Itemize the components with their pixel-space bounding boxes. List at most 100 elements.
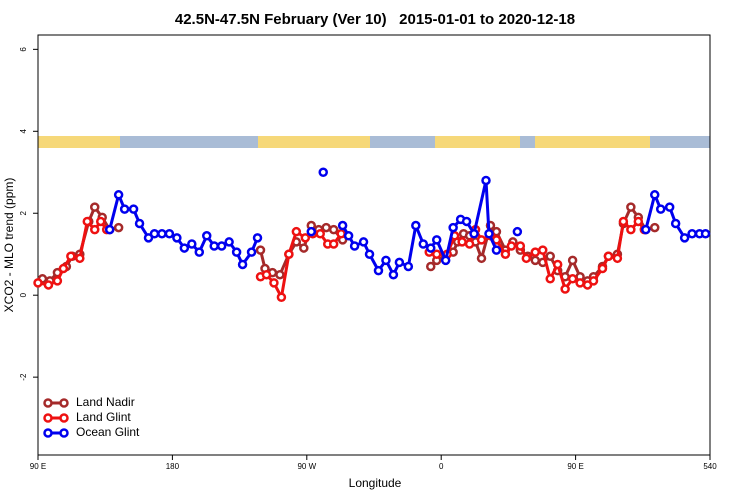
data-point bbox=[440, 255, 451, 266]
x-tick-label: 180 bbox=[166, 462, 180, 471]
data-point bbox=[261, 269, 272, 280]
data-point bbox=[633, 216, 644, 227]
legend-marker bbox=[43, 428, 53, 438]
data-point bbox=[172, 233, 182, 243]
data-point bbox=[403, 261, 414, 272]
data-point bbox=[373, 265, 384, 276]
data-point bbox=[418, 239, 429, 249]
data-point bbox=[328, 239, 339, 249]
legend-label: Land Glint bbox=[76, 410, 131, 424]
data-point bbox=[343, 231, 354, 241]
data-point bbox=[700, 228, 711, 239]
data-point bbox=[318, 167, 328, 178]
data-point bbox=[269, 278, 279, 288]
data-point bbox=[89, 202, 100, 212]
data-point bbox=[82, 216, 93, 227]
data-point bbox=[484, 228, 494, 239]
legend-label: Land Nadir bbox=[76, 395, 135, 409]
data-point bbox=[425, 243, 436, 253]
data-point bbox=[515, 241, 526, 251]
legend-item: Land Glint bbox=[43, 410, 131, 424]
data-point bbox=[394, 257, 405, 268]
land-band bbox=[38, 136, 120, 148]
data-point bbox=[194, 247, 205, 257]
chart-title: 42.5N-47.5N February (Ver 10) 2015-01-01… bbox=[175, 11, 575, 28]
data-point bbox=[425, 261, 436, 272]
data-point bbox=[545, 274, 555, 284]
data-point bbox=[448, 222, 458, 233]
data-point bbox=[337, 220, 348, 231]
data-point bbox=[128, 204, 139, 214]
data-point bbox=[388, 269, 399, 280]
data-point bbox=[626, 224, 636, 235]
x-axis-label: Longitude bbox=[349, 476, 402, 490]
data-point bbox=[603, 251, 614, 262]
data-point bbox=[224, 237, 234, 247]
x-tick-label: 90 E bbox=[567, 462, 583, 471]
data-point bbox=[567, 274, 578, 284]
data-point bbox=[469, 228, 479, 239]
x-tick-label: 0 bbox=[439, 462, 444, 471]
data-point bbox=[134, 218, 145, 229]
data-point bbox=[300, 233, 311, 243]
data-point bbox=[349, 241, 360, 251]
data-point bbox=[411, 220, 421, 231]
data-point bbox=[306, 226, 317, 237]
legend-item: Land Nadir bbox=[43, 395, 135, 409]
data-point bbox=[560, 284, 570, 294]
data-point bbox=[381, 255, 391, 266]
data-point bbox=[164, 228, 175, 239]
legend-item: Ocean Glint bbox=[43, 425, 140, 439]
data-point bbox=[537, 245, 548, 255]
y-tick-label: 4 bbox=[19, 129, 28, 134]
y-axis-label: XCO2 - MLO trend (ppm) bbox=[2, 178, 16, 313]
data-point bbox=[491, 245, 502, 255]
data-point bbox=[201, 231, 212, 241]
data-point bbox=[431, 249, 442, 259]
data-point bbox=[315, 228, 325, 239]
data-point bbox=[66, 251, 76, 262]
data-point bbox=[275, 269, 285, 280]
land-band bbox=[258, 136, 370, 148]
data-point bbox=[597, 263, 608, 274]
data-point bbox=[521, 253, 532, 264]
data-point bbox=[552, 259, 563, 270]
data-point bbox=[143, 233, 154, 243]
data-point bbox=[113, 190, 124, 200]
data-point bbox=[530, 247, 541, 257]
data-point bbox=[321, 222, 331, 233]
data-point bbox=[431, 235, 442, 245]
data-point bbox=[113, 222, 124, 233]
y-tick-label: -2 bbox=[19, 373, 28, 381]
data-point bbox=[364, 249, 375, 259]
data-point bbox=[291, 226, 302, 237]
data-point bbox=[582, 280, 593, 290]
plot-frame bbox=[37, 34, 711, 456]
data-point bbox=[328, 224, 339, 235]
x-tick-label: 90 E bbox=[30, 462, 46, 471]
data-point bbox=[89, 224, 100, 235]
data-point bbox=[252, 233, 263, 243]
data-point bbox=[457, 237, 467, 247]
data-point bbox=[506, 241, 517, 251]
legend-marker bbox=[59, 413, 69, 423]
legend-marker bbox=[43, 398, 53, 408]
land-ocean-strip bbox=[38, 136, 710, 148]
y-tick-label: 6 bbox=[19, 47, 28, 52]
data-point bbox=[512, 226, 523, 237]
data-point bbox=[612, 253, 623, 264]
data-point bbox=[58, 263, 69, 274]
data-point bbox=[75, 253, 85, 264]
data-point bbox=[476, 253, 487, 264]
legend-label: Ocean Glint bbox=[76, 425, 140, 439]
data-point bbox=[500, 249, 511, 259]
data-point bbox=[649, 190, 660, 200]
data-point bbox=[209, 241, 219, 251]
data-point bbox=[649, 222, 660, 233]
data-point bbox=[157, 228, 167, 239]
series-line bbox=[42, 205, 656, 283]
data-point bbox=[464, 239, 475, 249]
x-tick-label: 90 W bbox=[297, 462, 316, 471]
data-point bbox=[95, 216, 106, 227]
data-point bbox=[246, 247, 257, 257]
